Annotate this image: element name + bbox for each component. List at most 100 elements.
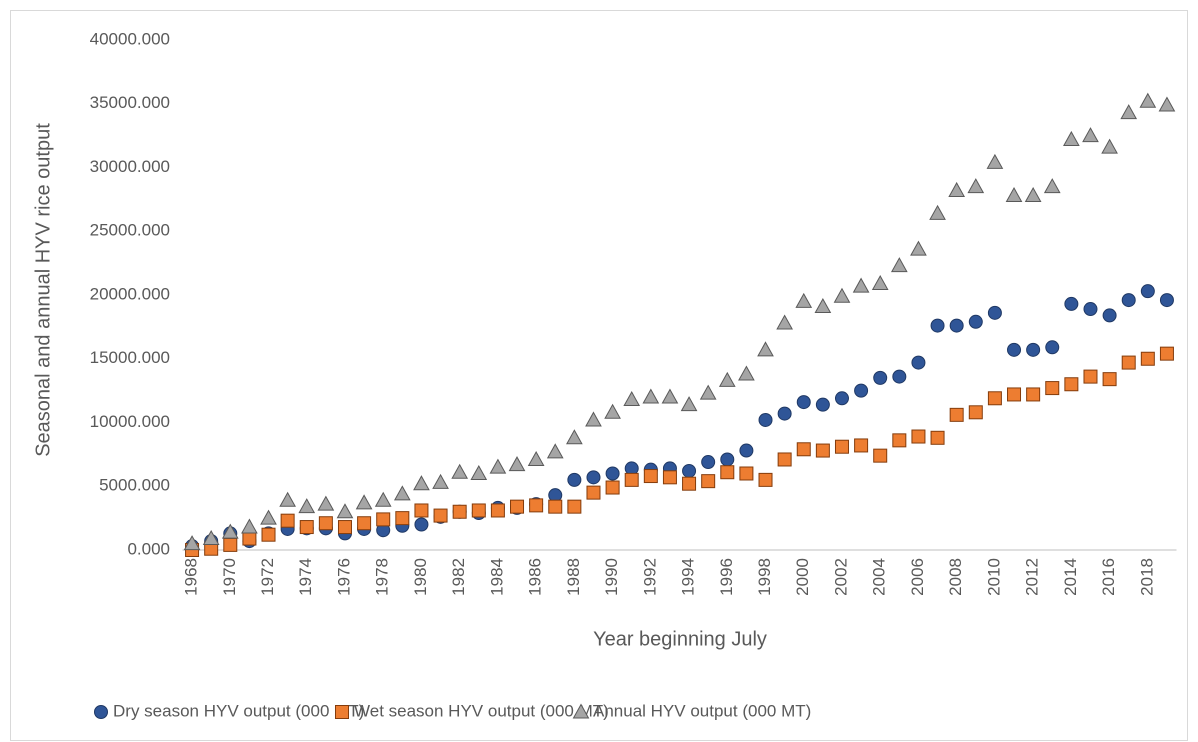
data-point <box>833 287 851 303</box>
data-point <box>643 469 658 484</box>
data-point <box>1159 346 1174 361</box>
data-point <box>834 391 849 406</box>
chart-border <box>10 10 1188 741</box>
data-point <box>605 480 620 495</box>
data-point <box>1024 187 1042 203</box>
x-tick-label: 1972 <box>258 558 277 596</box>
data-point <box>471 503 486 518</box>
y-tick-label: 20000.000 <box>90 284 170 303</box>
x-tick-label: 2004 <box>870 558 889 596</box>
data-point <box>720 465 735 480</box>
x-axis-title: Year beginning July <box>593 628 767 650</box>
x-tick-label: 2010 <box>984 558 1003 596</box>
data-point <box>586 485 601 500</box>
data-point <box>1140 284 1155 299</box>
data-point <box>968 314 983 329</box>
data-point <box>317 495 335 511</box>
data-point <box>852 277 870 293</box>
data-point <box>623 391 641 407</box>
data-point <box>355 494 373 510</box>
data-point <box>510 499 525 514</box>
data-point <box>548 499 563 514</box>
legend-label: Annual HYV output (000 MT) <box>593 701 811 720</box>
data-point <box>701 474 716 489</box>
data-point <box>318 516 333 531</box>
data-point <box>585 411 602 427</box>
data-point <box>720 452 735 467</box>
data-point <box>680 396 698 412</box>
data-point <box>739 466 754 481</box>
data-point <box>662 470 677 485</box>
legend-label: Wet season HYV output (000 MT) <box>354 701 609 720</box>
data-point <box>873 448 888 463</box>
data-point <box>1101 138 1118 154</box>
y-tick-label: 40000.000 <box>90 29 170 48</box>
data-point <box>1007 342 1022 357</box>
data-point <box>546 443 564 459</box>
data-point <box>930 318 945 333</box>
y-tick-label: 5000.000 <box>99 476 170 495</box>
data-point <box>815 443 830 458</box>
data-point <box>892 433 907 448</box>
x-tick-label: 1982 <box>449 558 468 596</box>
x-tick-label: 1990 <box>602 558 621 596</box>
legend-marker <box>335 705 349 719</box>
x-tick-label: 1970 <box>220 558 239 596</box>
data-point <box>1120 104 1138 120</box>
y-axis-title: Seasonal and annual HYV rice output <box>32 123 54 457</box>
data-point <box>357 516 372 531</box>
x-tick-label: 1978 <box>373 558 392 596</box>
data-point <box>910 240 927 256</box>
data-point <box>624 472 639 487</box>
data-point <box>1045 381 1060 396</box>
data-point <box>758 412 773 427</box>
data-point <box>1045 340 1060 355</box>
data-point <box>489 458 507 474</box>
data-point <box>890 257 908 273</box>
data-point <box>299 520 314 535</box>
data-point <box>1102 308 1117 323</box>
data-point <box>395 511 410 526</box>
data-point <box>470 464 488 480</box>
data-point <box>508 456 526 472</box>
x-tick-label: 2018 <box>1137 558 1156 596</box>
data-point <box>374 491 392 507</box>
x-tick-label: 1974 <box>296 558 315 596</box>
data-point <box>814 297 832 313</box>
data-point <box>930 430 945 445</box>
data-point <box>1121 293 1136 308</box>
data-point <box>1005 187 1023 203</box>
data-point <box>777 406 792 421</box>
x-tick-label: 2008 <box>946 558 965 596</box>
legend-marker <box>572 703 590 719</box>
data-point <box>892 369 907 384</box>
data-point <box>834 439 849 454</box>
y-tick-label: 15000.000 <box>90 348 170 367</box>
data-point <box>1007 387 1022 402</box>
y-tick-label: 30000.000 <box>90 157 170 176</box>
data-point <box>242 531 257 546</box>
data-point <box>967 178 985 194</box>
data-point <box>699 384 717 400</box>
data-point <box>1043 178 1061 194</box>
x-tick-label: 1998 <box>755 558 774 596</box>
data-point <box>701 455 716 470</box>
data-point <box>1026 387 1041 402</box>
x-tick-label: 1968 <box>182 558 201 596</box>
data-point <box>795 292 813 308</box>
data-point <box>527 450 545 466</box>
data-point <box>183 535 201 551</box>
data-point <box>279 491 296 507</box>
data-point <box>336 503 354 519</box>
data-point <box>1139 92 1157 108</box>
data-point <box>376 512 391 527</box>
data-point <box>241 518 258 534</box>
legend-marker <box>94 705 108 719</box>
data-point <box>566 429 583 445</box>
data-point <box>1063 130 1080 146</box>
x-tick-label: 1986 <box>526 558 545 596</box>
data-point <box>413 475 430 491</box>
x-tick-label: 1988 <box>564 558 583 596</box>
x-tick-label: 1994 <box>679 558 698 596</box>
